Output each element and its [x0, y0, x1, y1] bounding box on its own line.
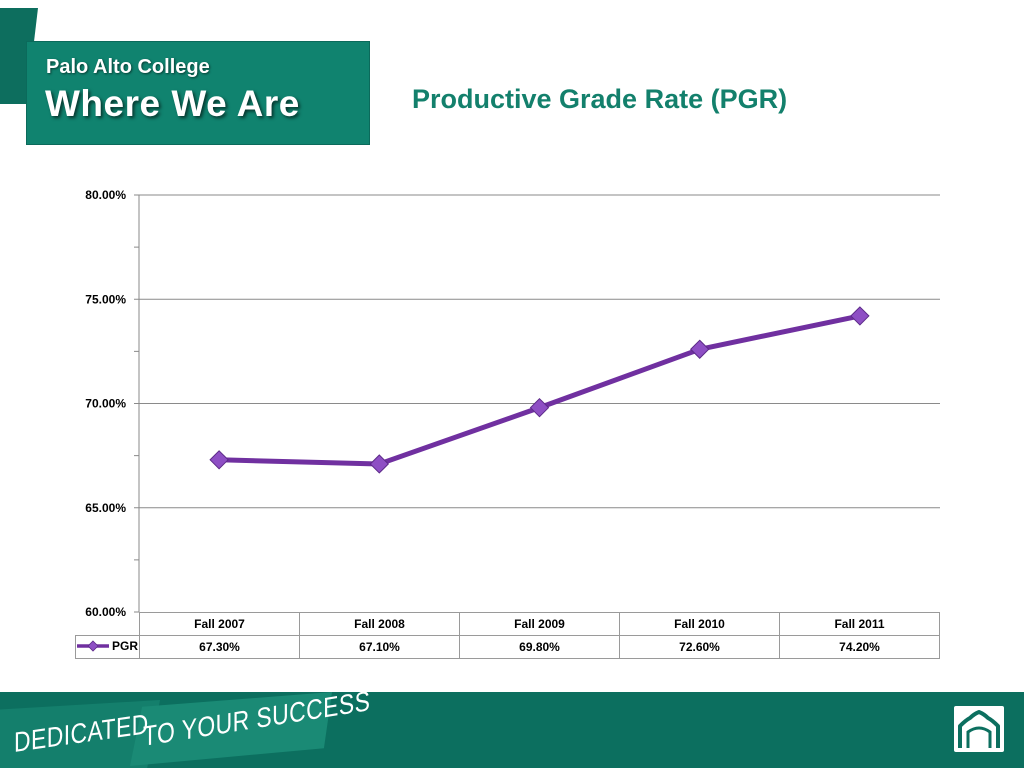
- data-point: [529, 397, 550, 418]
- college-name: Palo Alto College: [46, 56, 210, 78]
- legend-label: PGR: [112, 639, 139, 653]
- y-tick-label: 75.00%: [85, 292, 126, 306]
- brand-box: Palo Alto College Where We Are: [26, 41, 370, 145]
- data-point: [369, 454, 390, 474]
- category-row: Fall 2007 Fall 2008 Fall 2009 Fall 2010 …: [75, 612, 940, 636]
- data-point: [689, 339, 710, 359]
- section-banner: Where We Are: [45, 83, 300, 124]
- x-tick-label: Fall 2011: [779, 612, 940, 636]
- data-label: 72.60%: [619, 635, 780, 659]
- data-table: Fall 2007 Fall 2008 Fall 2009 Fall 2010 …: [75, 612, 940, 659]
- x-tick-label: Fall 2009: [459, 612, 620, 636]
- y-tick-label: 70.00%: [85, 397, 126, 411]
- x-tick-label: Fall 2010: [619, 612, 780, 636]
- table-corner: [75, 612, 140, 636]
- y-tick-label: 80.00%: [85, 188, 126, 202]
- legend-marker-icon: [77, 640, 109, 652]
- legend-entry: PGR: [75, 635, 140, 659]
- data-point: [209, 450, 229, 470]
- series-line: [216, 313, 863, 467]
- x-tick-label: Fall 2008: [299, 612, 460, 636]
- data-label: 67.10%: [299, 635, 460, 659]
- legend-key: PGR: [76, 639, 138, 653]
- chart: 60.00%65.00%70.00%75.00%80.00%: [85, 188, 940, 619]
- data-label: 69.80%: [459, 635, 620, 659]
- x-tick-label: Fall 2007: [139, 612, 300, 636]
- series-row: PGR 67.30% 67.10% 69.80% 72.60% 74.20%: [75, 635, 940, 659]
- y-tick-label: 65.00%: [85, 501, 126, 515]
- arch-icon: [954, 706, 1004, 752]
- data-label: 67.30%: [139, 635, 300, 659]
- slide-title: Productive Grade Rate (PGR): [412, 84, 788, 114]
- data-label: 74.20%: [779, 635, 940, 659]
- data-point: [850, 306, 870, 326]
